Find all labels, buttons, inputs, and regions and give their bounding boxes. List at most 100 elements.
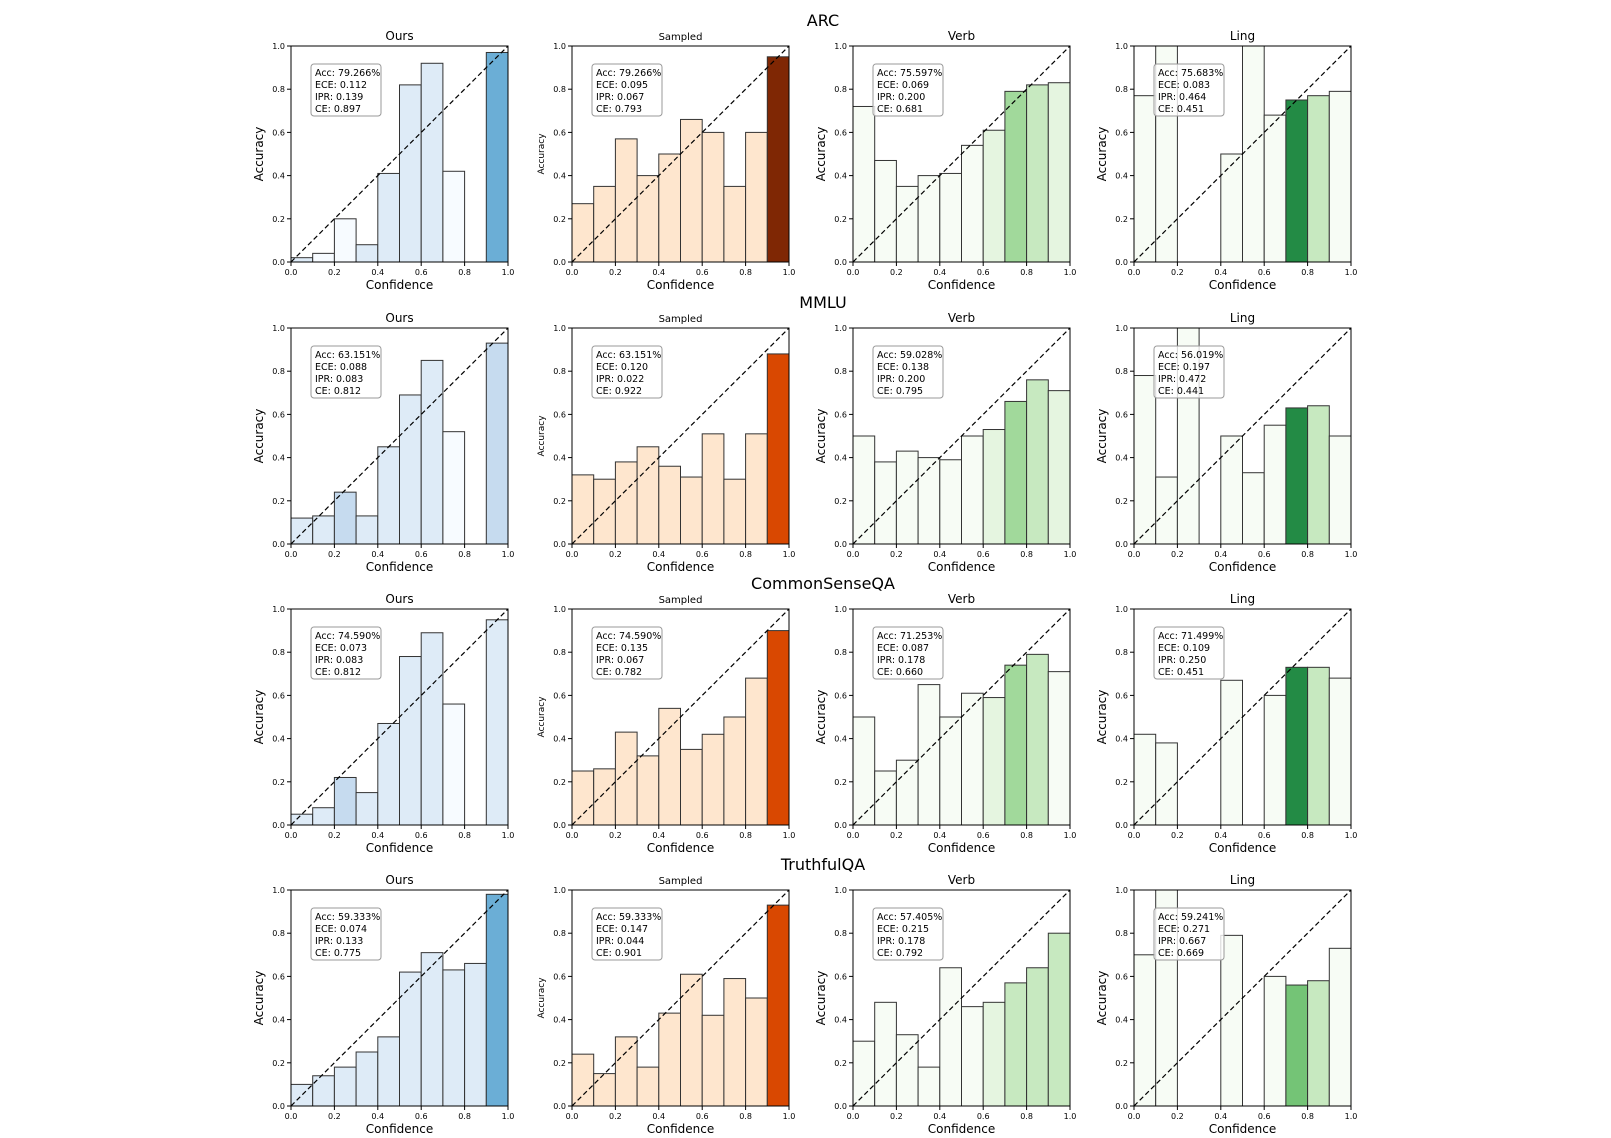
metrics-text: CE: 0.681 (877, 104, 923, 115)
x-tick-label: 0.4 (933, 550, 946, 559)
y-tick-label: 1.0 (1115, 324, 1128, 333)
metrics-box (310, 907, 382, 961)
y-tick-label: 0.6 (834, 128, 847, 137)
x-tick-label: 0.2 (609, 268, 622, 277)
metrics-box (591, 345, 663, 399)
x-tick-label: 0.4 (1214, 268, 1227, 277)
metrics-text: CE: 0.897 (315, 104, 361, 115)
panel-commonsenseqa-verb: 0.00.0 0.2 0.2 0.4 0.4 0.6 0.6 0.8 0.8 1.0 1.0 Verb… (814, 592, 1076, 855)
calibration-bar (636, 446, 660, 545)
calibration-bar (290, 517, 314, 545)
calibration-bar (1328, 677, 1352, 826)
calibration-bar (745, 131, 768, 263)
calibration-bar (982, 129, 1006, 263)
metrics-text: ECE: 0.095 (596, 80, 648, 91)
calibration-bar (442, 969, 466, 1107)
metrics-text: IPR: 0.022 (596, 374, 644, 385)
calibration-bar (420, 632, 444, 826)
metrics-text: ECE: 0.120 (596, 362, 648, 373)
calibration-bar (377, 172, 400, 263)
row-title: TruthfulQA (780, 855, 865, 874)
x-tick-label: 1.0 (783, 831, 796, 840)
metrics-box (591, 907, 663, 961)
calibration-bar (355, 1051, 379, 1107)
metrics-text: IPR: 0.133 (315, 936, 363, 947)
calibration-bar (1004, 90, 1028, 263)
y-tick-label: 0.4 (1115, 454, 1128, 463)
x-tick-label: 0.2 (328, 268, 341, 277)
calibration-bar (377, 446, 400, 545)
row-title: CommonSenseQA (751, 574, 895, 593)
x-tick-label: 0.8 (739, 550, 752, 559)
panel-title: Ours (385, 592, 413, 606)
perfect-calibration-line (1133, 889, 1352, 1107)
calibration-bar (982, 697, 1006, 826)
perfect-calibration-line (571, 608, 790, 826)
axes-frame (290, 889, 509, 1107)
y-tick-label: 0.2 (834, 497, 847, 506)
calibration-bar (614, 461, 638, 545)
y-tick-label: 0.2 (1115, 497, 1128, 506)
x-tick-label: 0.0 (285, 550, 298, 559)
panel-arc-ling: 0.00.0 0.2 0.2 0.4 0.4 0.6 0.6 0.8 0.8 1.0 1.0 Ling… (1095, 29, 1357, 292)
y-axis-label: Accuracy (814, 690, 828, 745)
y-tick-label: 1.0 (834, 42, 847, 51)
y-tick-label: 0.0 (272, 821, 285, 830)
calibration-bar (333, 218, 357, 263)
panel-commonsenseqa-ours: 0.00.0 0.2 0.2 0.4 0.4 0.6 0.6 0.8 0.8 1.0 1.0 Ours… (252, 592, 514, 855)
x-tick-label: 0.2 (609, 550, 622, 559)
x-tick-label: 0.0 (847, 831, 860, 840)
calibration-bar (571, 770, 595, 826)
x-tick-label: 1.0 (1064, 1112, 1077, 1121)
y-tick-label: 0.2 (834, 778, 847, 787)
x-tick-label: 0.2 (1171, 1112, 1184, 1121)
y-tick-label: 0.0 (834, 821, 847, 830)
calibration-bar (355, 515, 379, 545)
calibration-bar (1220, 435, 1244, 545)
y-axis-label: Accuracy (537, 977, 547, 1019)
calibration-bar (658, 1012, 681, 1107)
y-tick-label: 0.4 (834, 454, 847, 463)
x-tick-label: 0.8 (1301, 550, 1314, 559)
y-tick-label: 0.2 (834, 1059, 847, 1068)
metrics-box (872, 345, 944, 399)
panel-truthfulqa-verb: 0.00.0 0.2 0.2 0.4 0.4 0.6 0.6 0.8 0.8 1.0 1.0 Verb… (814, 873, 1076, 1136)
x-axis-label: Confidence (928, 841, 995, 855)
calibration-bar (1133, 733, 1157, 826)
x-tick-label: 0.0 (285, 831, 298, 840)
metrics-text: CE: 0.451 (1158, 667, 1204, 678)
calibration-bar (636, 1066, 660, 1107)
axes-frame (1133, 608, 1352, 826)
y-tick-label: 0.2 (272, 1059, 285, 1068)
y-axis-label: Accuracy (1095, 409, 1109, 464)
y-tick-label: 0.0 (834, 540, 847, 549)
y-tick-label: 0.0 (272, 258, 285, 267)
y-tick-label: 1.0 (272, 42, 285, 51)
x-tick-label: 0.2 (890, 831, 903, 840)
calibration-bar (852, 1040, 876, 1107)
x-tick-label: 0.0 (285, 1112, 298, 1121)
calibration-bar (917, 1066, 941, 1107)
metrics-text: Acc: 75.683% (1158, 68, 1223, 79)
row-title: ARC (807, 11, 839, 30)
x-axis-label: Confidence (1209, 1122, 1276, 1136)
y-tick-label: 0.6 (1115, 410, 1128, 419)
x-tick-label: 0.4 (1214, 550, 1227, 559)
calibration-bar (485, 51, 509, 263)
x-axis-label: Confidence (928, 1122, 995, 1136)
metrics-text: IPR: 0.044 (596, 936, 644, 947)
metrics-text: ECE: 0.215 (877, 924, 929, 935)
calibration-bar (399, 971, 422, 1107)
metrics-text: CE: 0.922 (596, 386, 642, 397)
calibration-bar (614, 138, 638, 263)
y-tick-label: 0.6 (272, 691, 285, 700)
calibration-bar (1004, 982, 1028, 1107)
y-tick-label: 1.0 (553, 42, 566, 51)
calibration-bar (961, 435, 984, 545)
y-tick-label: 0.0 (272, 540, 285, 549)
calibration-bar (895, 1034, 919, 1107)
x-tick-label: 0.4 (1214, 1112, 1227, 1121)
y-axis-label: Accuracy (1095, 690, 1109, 745)
x-tick-label: 0.2 (609, 831, 622, 840)
calibration-bar (312, 252, 335, 263)
